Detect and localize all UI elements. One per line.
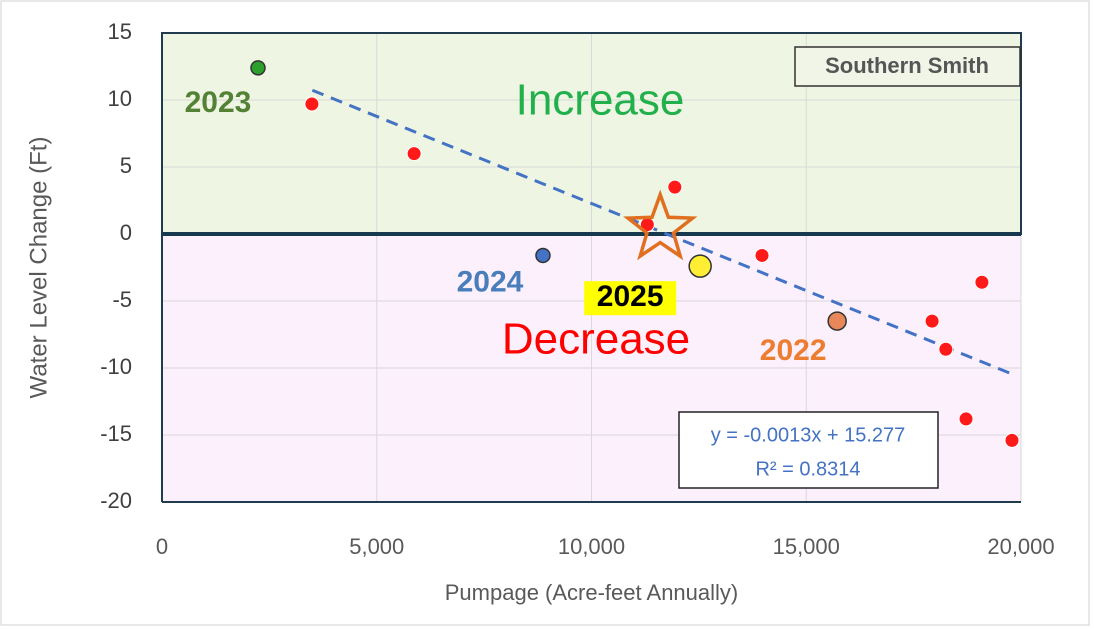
- label-highlight: [584, 281, 677, 316]
- highlight-point: [688, 254, 712, 278]
- region-label: Decrease: [502, 315, 690, 364]
- y-tick-label: 10: [108, 86, 132, 111]
- highlight-label: 2022: [760, 334, 827, 367]
- point: [974, 274, 990, 290]
- point: [667, 179, 683, 195]
- highlight-label: 2025: [597, 280, 664, 313]
- equation-box: [678, 411, 939, 489]
- y-axis-title: Water Level Change (Ft): [25, 137, 52, 399]
- point: [958, 411, 974, 427]
- point: [406, 146, 422, 162]
- trendline: [311, 88, 1013, 376]
- x-tick-label: 5,000: [349, 534, 404, 559]
- region-label: Increase: [516, 76, 685, 125]
- equation: y = -0.0013x + 15.277: [711, 424, 906, 446]
- x-axis-title: Pumpage (Acre-feet Annually): [445, 580, 739, 605]
- star-marker: [623, 189, 698, 261]
- highlight-point: [250, 60, 266, 76]
- highlight-point: [535, 247, 551, 264]
- y-tick-label: 5: [120, 153, 132, 178]
- y-tick-label: -10: [100, 354, 132, 379]
- r-squared: R² = 0.8314: [755, 458, 860, 480]
- panel-label: Southern Smith: [825, 53, 989, 78]
- y-tick-label: -5: [112, 287, 132, 312]
- panel-box: [794, 46, 1021, 87]
- x-tick-label: 20,000: [987, 534, 1054, 559]
- highlight-label: 2024: [457, 265, 524, 298]
- x-tick-label: 0: [156, 534, 168, 559]
- y-tick-label: 15: [108, 19, 132, 44]
- highlight-label: 2023: [185, 86, 252, 119]
- y-tick-label: -20: [100, 488, 132, 513]
- point: [924, 313, 940, 329]
- point: [938, 341, 954, 357]
- x-tick-label: 15,000: [773, 534, 840, 559]
- point: [1004, 432, 1020, 448]
- y-tick-label: -15: [100, 421, 132, 446]
- y-tick-label: 0: [120, 220, 132, 245]
- point: [304, 96, 320, 112]
- highlight-point: [827, 311, 847, 331]
- point: [754, 247, 770, 263]
- x-tick-label: 10,000: [558, 534, 625, 559]
